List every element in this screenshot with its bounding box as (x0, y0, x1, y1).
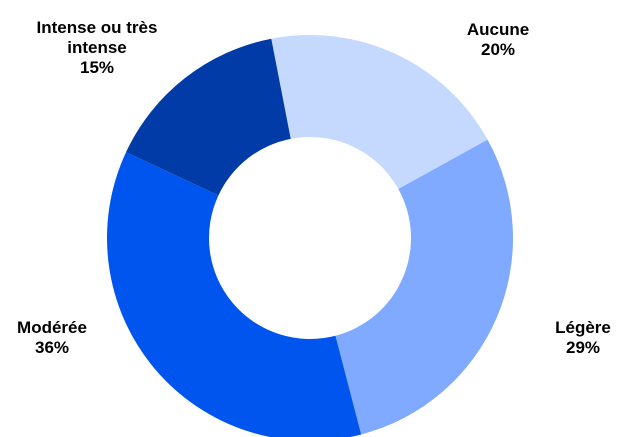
category-label: Aucune (466, 20, 530, 39)
slice-label: Légère 29% (523, 318, 618, 358)
donut-slice (107, 152, 362, 437)
value-label: 15% (79, 58, 115, 77)
donut-slice (126, 38, 291, 196)
donut-slice (335, 139, 513, 435)
slice-label: Aucune 20% (438, 20, 558, 60)
value-label: 36% (34, 338, 70, 357)
category-label: Modérée (17, 318, 87, 337)
slice-label: Intense ou très intense 15% (22, 18, 172, 78)
donut-slice (271, 35, 488, 190)
value-label: 20% (480, 40, 516, 59)
value-label: 29% (565, 338, 601, 357)
category-label: Intense ou très intense (36, 18, 158, 57)
category-label: Légère (555, 318, 611, 337)
slice-label: Modérée 36% (0, 318, 112, 358)
